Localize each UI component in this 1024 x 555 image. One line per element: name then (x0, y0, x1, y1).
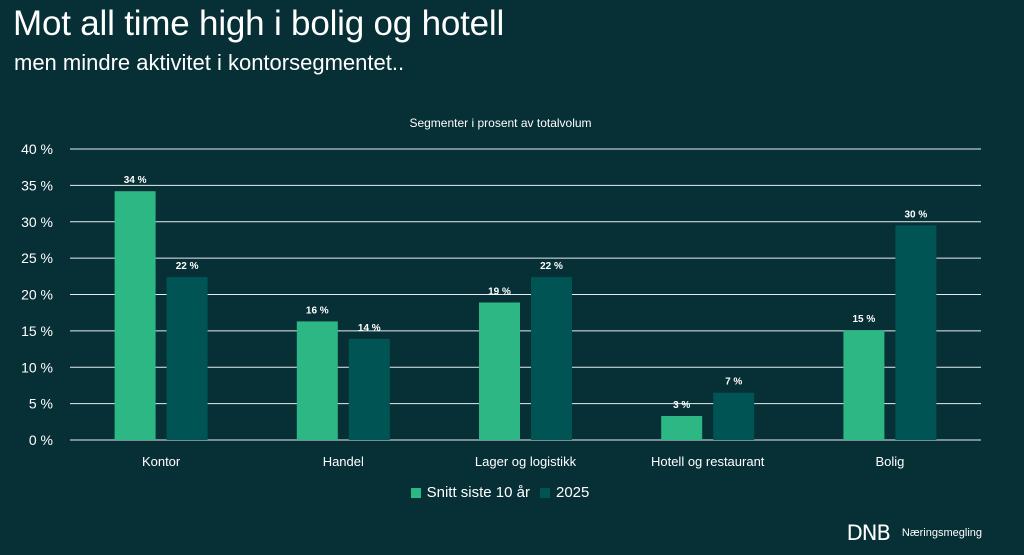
y-tick-label: 25 % (21, 250, 53, 266)
bar (531, 277, 572, 440)
data-label: 15 % (853, 314, 876, 325)
y-tick-label: 30 % (21, 214, 53, 230)
y-tick-label: 20 % (21, 287, 53, 303)
x-tick-label: Hotell og restaurant (651, 454, 765, 469)
y-tick-label: 15 % (21, 323, 53, 339)
page-title: Mot all time high i bolig og hotell (13, 4, 505, 43)
chart-title: Segmenter i prosent av totalvolum (409, 116, 592, 130)
brand-name: Næringsmegling (901, 527, 982, 539)
legend-label-series-2: 2025 (556, 484, 590, 501)
bar (296, 321, 338, 440)
bar (114, 191, 156, 440)
y-tick-label: 10 % (21, 359, 53, 375)
brand-logo-block: DNB Næringsmegling (847, 521, 982, 545)
y-tick-label: 40 % (21, 141, 53, 157)
bar (713, 392, 755, 440)
bar (661, 415, 703, 440)
data-label: 30 % (905, 209, 928, 220)
bar (843, 330, 885, 440)
data-label: 19 % (488, 287, 511, 298)
data-label: 22 % (176, 261, 199, 272)
data-label: 3 % (673, 400, 690, 411)
legend-swatch-series-1 (410, 487, 421, 498)
legend-item-series-1: Snitt siste 10 år (410, 484, 530, 501)
chart-legend: Snitt siste 10 år 2025 (0, 484, 1000, 501)
bar (166, 277, 208, 440)
bar (479, 302, 520, 440)
legend-label-series-1: Snitt siste 10 år (426, 484, 530, 501)
x-tick-label: Bolig (875, 454, 904, 469)
bar (895, 225, 937, 440)
y-tick-label: 5 % (29, 396, 53, 412)
legend-item-series-2: 2025 (540, 484, 589, 501)
data-label: 16 % (306, 305, 329, 316)
y-tick-label: 0 % (29, 432, 53, 448)
data-label: 34 % (124, 175, 147, 186)
data-label: 7 % (725, 377, 742, 388)
x-tick-label: Kontor (142, 454, 181, 469)
data-label: 22 % (540, 261, 563, 272)
x-tick-label: Lager og logistikk (475, 454, 577, 469)
y-tick-label: 35 % (21, 177, 53, 193)
brand-logo: DNB (846, 521, 891, 545)
x-tick-label: Handel (323, 454, 364, 469)
legend-swatch-series-2 (540, 487, 550, 498)
data-label: 14 % (358, 323, 381, 334)
page-subtitle: men mindre aktivitet i kontorsegmentet.. (14, 50, 405, 75)
bar (348, 338, 390, 440)
